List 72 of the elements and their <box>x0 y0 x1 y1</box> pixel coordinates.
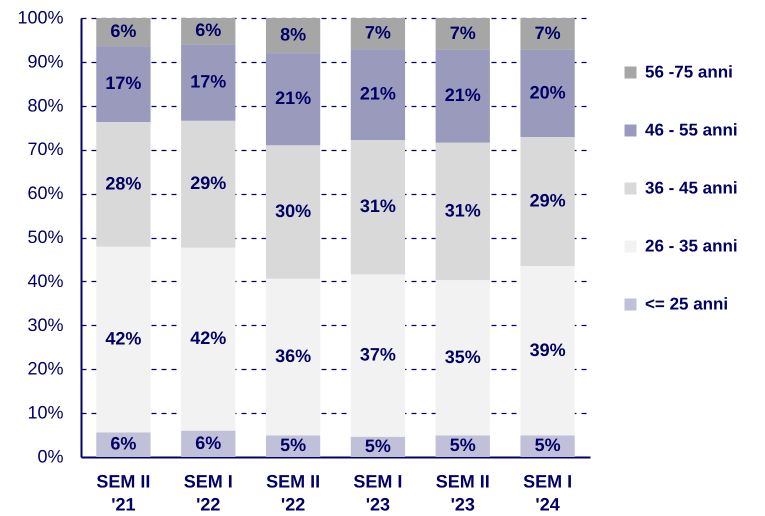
bar <box>181 248 236 431</box>
data-label: 42% <box>105 328 142 349</box>
legend-label: 36 - 45 anni <box>645 178 738 198</box>
data-label: 7% <box>534 22 561 43</box>
bar <box>520 50 575 137</box>
data-label: 39% <box>530 340 566 360</box>
legend-label: 46 - 55 anni <box>645 120 738 140</box>
bar <box>520 266 575 436</box>
y-tick-label: 60% <box>27 183 64 204</box>
y-tick-label: 40% <box>27 270 64 291</box>
bar <box>436 18 490 50</box>
bar <box>266 53 320 146</box>
data-label: 29% <box>530 190 566 210</box>
data-label: 6% <box>110 434 136 454</box>
data-label: 5% <box>364 436 391 456</box>
data-label: 7% <box>364 22 391 43</box>
data-label: 6% <box>110 21 136 42</box>
bar <box>520 18 575 50</box>
y-tick-label: 90% <box>27 51 64 72</box>
data-label: 5% <box>280 435 306 456</box>
data-label: 35% <box>444 346 481 367</box>
bar <box>96 246 151 432</box>
legend-label: <= 25 anni <box>645 294 728 314</box>
y-tick-label: 0% <box>37 446 64 466</box>
data-label: 42% <box>190 328 226 348</box>
bar <box>181 44 236 121</box>
data-label: 21% <box>444 85 481 106</box>
data-label: 5% <box>450 435 476 456</box>
data-label: 20% <box>530 82 566 102</box>
x-tick-label: SEM II '23 <box>436 472 490 514</box>
legend-label: 56 -75 anni <box>645 62 733 82</box>
data-label: 29% <box>190 173 226 194</box>
bar <box>350 140 406 274</box>
bar <box>96 122 151 247</box>
x-tick-label: SEM I '24 <box>523 472 572 514</box>
data-label: 17% <box>190 72 226 92</box>
y-tick-label: 70% <box>27 139 64 160</box>
bar <box>266 145 320 279</box>
data-label: 17% <box>105 73 142 94</box>
x-tick-label: SEM I '22 <box>184 472 233 514</box>
data-label: 37% <box>360 344 396 365</box>
data-label: 21% <box>275 88 312 108</box>
x-tick-label: SEM II '21 <box>96 472 150 514</box>
x-tick-label: SEM II '22 <box>266 472 320 514</box>
bar <box>350 49 406 140</box>
data-label: 36% <box>275 346 312 366</box>
legend-label: 26 - 35 anni <box>645 236 738 256</box>
data-label: 30% <box>275 201 312 222</box>
data-label: 31% <box>444 200 481 220</box>
bar <box>96 46 151 122</box>
y-tick-label: 20% <box>27 358 64 379</box>
y-tick-label: 10% <box>27 402 64 423</box>
data-label: 8% <box>280 24 306 45</box>
bar <box>436 142 490 280</box>
bar <box>181 120 236 248</box>
data-label: 6% <box>195 20 222 40</box>
data-label: 21% <box>360 84 396 104</box>
data-label: 28% <box>105 173 142 194</box>
data-label: 31% <box>360 196 396 216</box>
y-tick-label: 80% <box>27 95 64 116</box>
data-label: 5% <box>534 435 561 456</box>
data-label: 7% <box>450 22 476 43</box>
y-tick-label: 50% <box>27 227 64 247</box>
data-label: 6% <box>195 432 222 453</box>
bar <box>266 278 320 436</box>
bar <box>436 280 490 436</box>
bar <box>520 136 575 266</box>
y-tick-label: 100% <box>17 8 64 28</box>
y-tick-label: 30% <box>27 314 64 335</box>
bar <box>350 274 406 437</box>
bar <box>436 50 490 143</box>
x-tick-label: SEM I '23 <box>353 472 402 514</box>
